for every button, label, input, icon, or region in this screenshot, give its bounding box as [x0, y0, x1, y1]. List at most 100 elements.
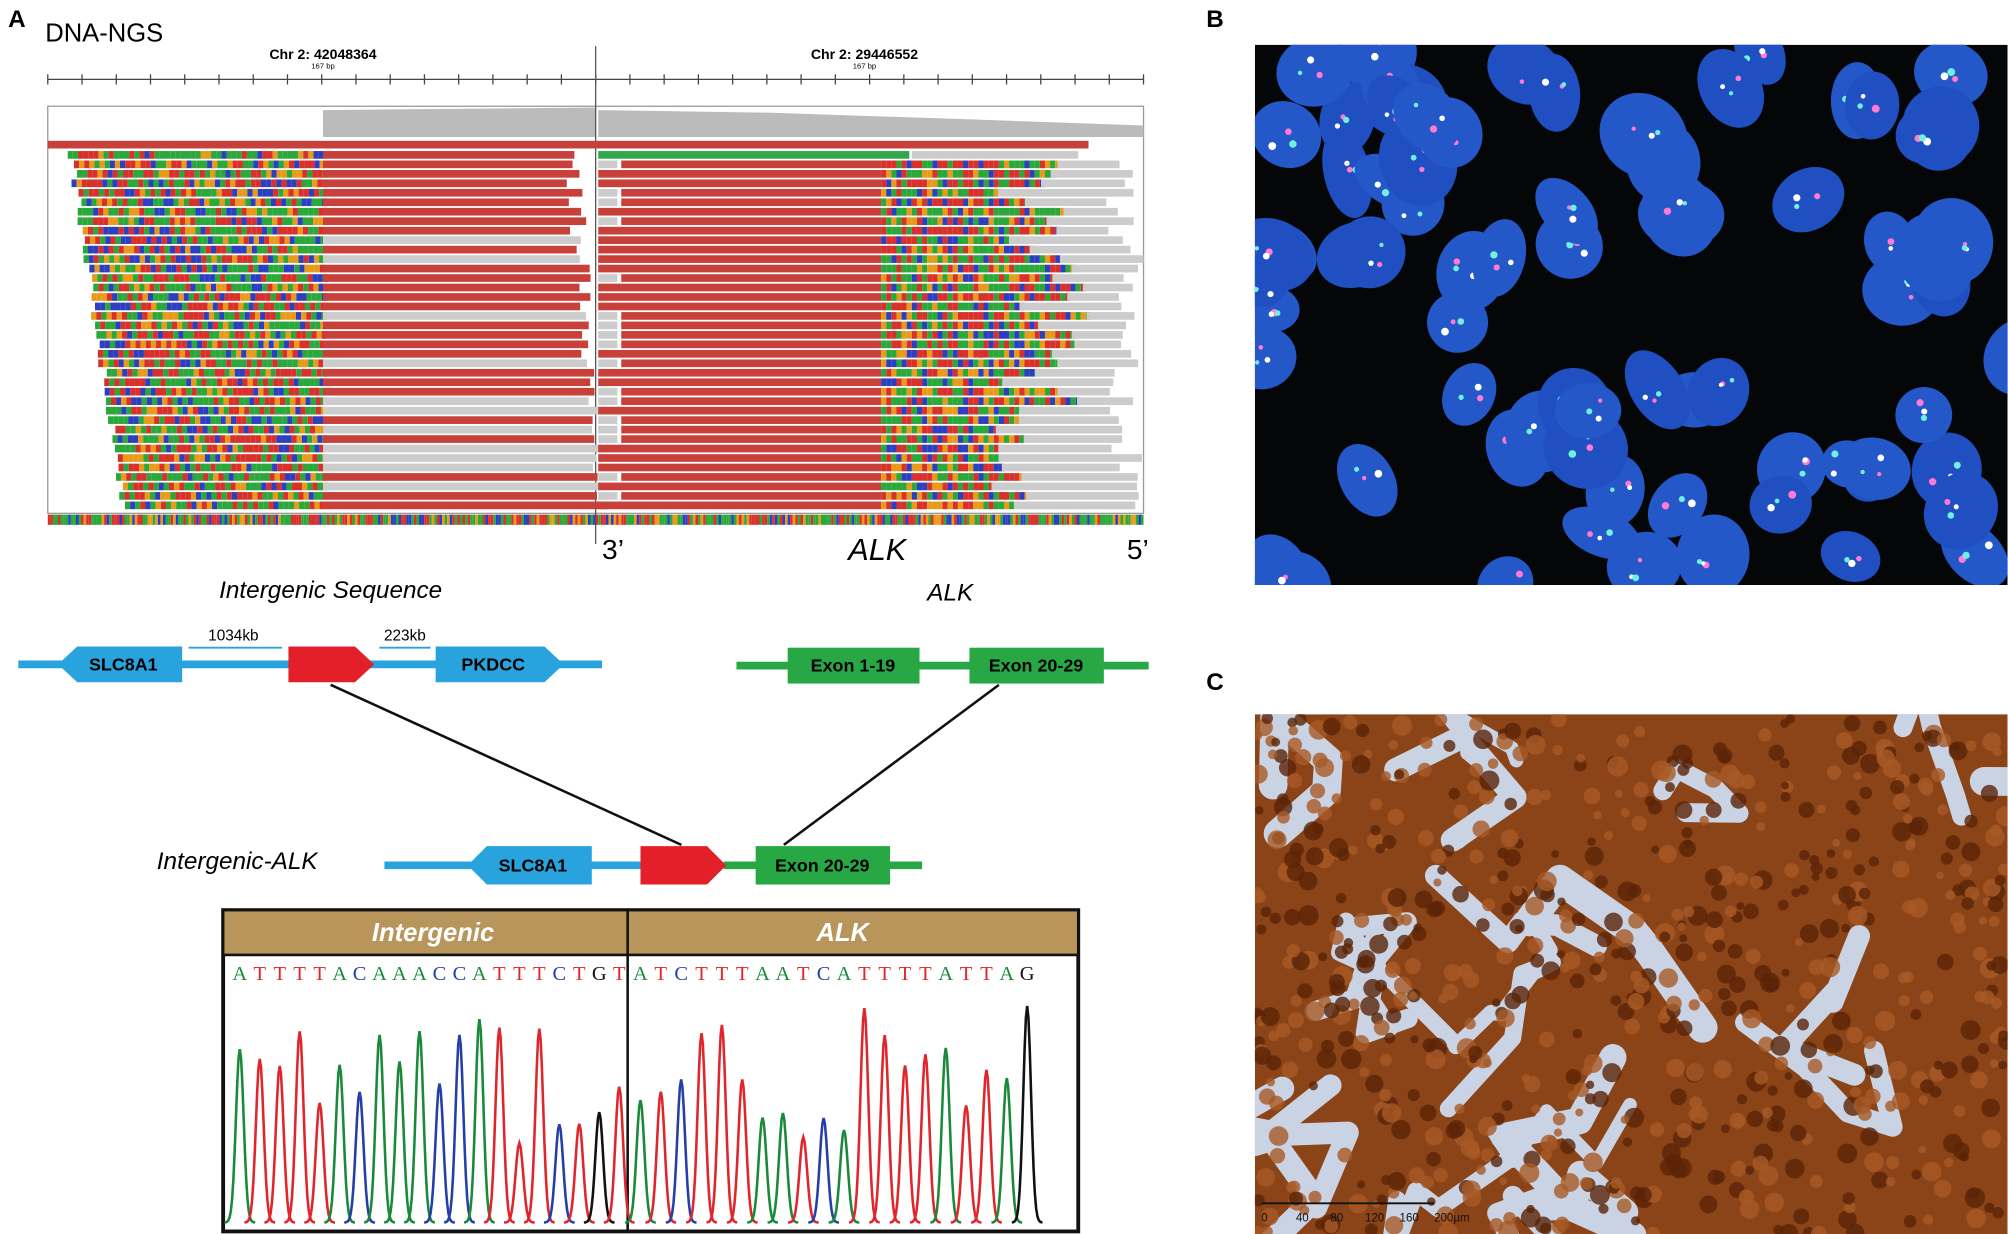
base	[303, 283, 309, 292]
read	[598, 406, 882, 415]
section-title: Intergenic Sequence	[219, 577, 442, 604]
base	[196, 378, 202, 387]
base	[937, 217, 943, 226]
cell	[1764, 1192, 1785, 1213]
base	[947, 226, 953, 235]
base	[125, 321, 131, 330]
sequence-bar	[1015, 514, 1019, 525]
read	[322, 416, 593, 424]
base	[973, 473, 979, 481]
base	[896, 160, 902, 169]
cell	[1980, 784, 1998, 802]
base	[104, 378, 110, 387]
cell	[1391, 1119, 1411, 1140]
cell	[1337, 1147, 1353, 1163]
base	[993, 492, 999, 500]
base	[125, 425, 131, 434]
base	[1039, 207, 1045, 216]
base	[988, 236, 994, 244]
sequence-bar	[429, 514, 432, 525]
base	[1009, 387, 1015, 396]
base	[932, 245, 938, 254]
sequence-bar	[96, 514, 99, 525]
base	[291, 368, 297, 377]
base	[202, 425, 208, 434]
base	[942, 160, 948, 169]
sequence-bar	[1130, 514, 1134, 525]
base	[942, 293, 948, 301]
sequence-bar	[669, 514, 673, 525]
base	[268, 378, 274, 387]
base	[106, 368, 112, 377]
base	[237, 378, 243, 387]
base	[963, 236, 969, 244]
base	[901, 264, 907, 273]
base	[116, 331, 122, 339]
base	[314, 501, 320, 510]
base	[896, 406, 902, 415]
base	[202, 302, 208, 311]
sequence-bar	[746, 514, 750, 525]
cell	[1467, 1146, 1481, 1160]
sequence-bar	[1092, 514, 1095, 525]
base	[104, 160, 110, 169]
read	[598, 188, 618, 197]
sequence-bar	[308, 514, 312, 525]
base	[896, 226, 902, 235]
cell	[1254, 729, 1263, 741]
base	[174, 463, 180, 472]
base	[232, 160, 238, 169]
base	[891, 444, 897, 453]
base	[927, 245, 933, 254]
base	[1044, 264, 1051, 273]
signal	[1947, 512, 1955, 519]
base	[891, 340, 897, 349]
base	[973, 283, 979, 292]
cell	[1583, 1152, 1603, 1173]
base-letter: G	[1020, 963, 1035, 985]
base	[268, 501, 274, 510]
base	[1065, 283, 1071, 292]
signal	[1561, 82, 1567, 87]
base	[282, 151, 288, 159]
base	[255, 368, 261, 377]
sequence-bar	[872, 514, 875, 525]
base	[993, 245, 999, 254]
sequence-bar	[267, 514, 271, 525]
cell	[1676, 1123, 1692, 1139]
base	[983, 406, 989, 415]
base	[922, 492, 928, 500]
base	[134, 492, 140, 500]
signal	[1569, 215, 1577, 223]
cell	[1379, 1088, 1392, 1102]
stroma	[1487, 1185, 1563, 1234]
base	[256, 207, 263, 216]
base	[232, 264, 238, 273]
base	[973, 416, 979, 424]
base	[937, 492, 943, 500]
cell	[1961, 1055, 1979, 1074]
base	[229, 331, 235, 339]
base	[261, 226, 268, 235]
base	[983, 236, 989, 244]
base	[957, 463, 964, 472]
base	[319, 160, 325, 169]
sequence-bar	[1105, 514, 1108, 525]
base	[957, 397, 964, 406]
read	[1024, 198, 1107, 207]
base	[203, 397, 209, 406]
stroma	[1254, 1074, 1359, 1219]
base	[315, 406, 321, 415]
sequence-bar	[452, 514, 455, 525]
base	[901, 492, 907, 500]
base	[119, 188, 125, 197]
signal	[1580, 249, 1588, 257]
sequence-bar	[1038, 514, 1042, 525]
base	[901, 236, 907, 244]
base	[1024, 160, 1030, 169]
base	[1055, 397, 1061, 406]
base	[219, 293, 225, 301]
cell	[1329, 980, 1346, 997]
base	[119, 255, 125, 263]
base	[305, 473, 311, 481]
